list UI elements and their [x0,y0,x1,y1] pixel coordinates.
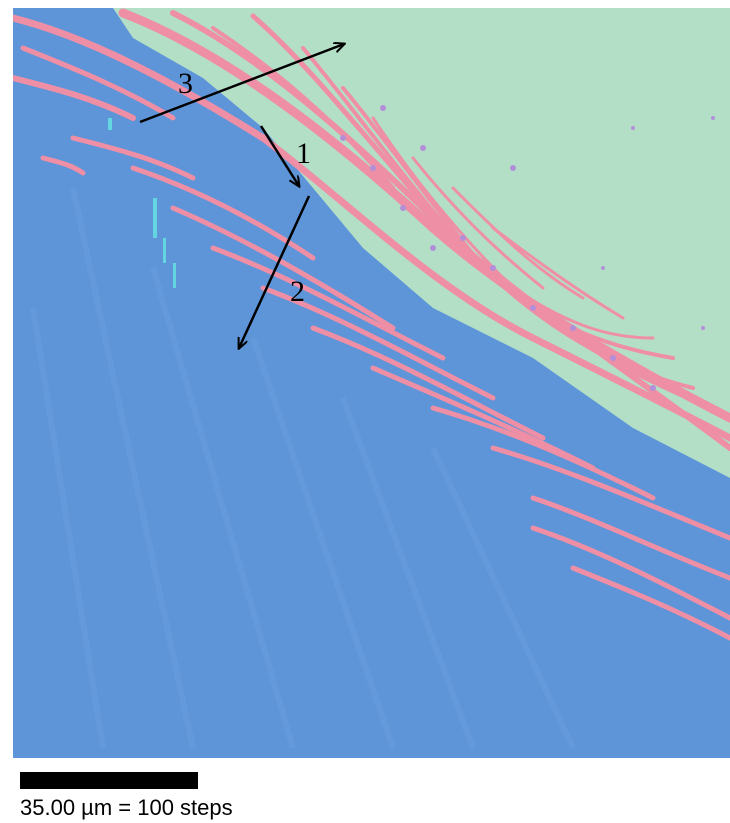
map-svg: 1 2 3 [13,8,730,758]
arrow-3-label: 3 [178,67,193,100]
ebsd-orientation-map: 1 2 3 [13,8,730,758]
arrow-2-label: 2 [290,275,305,308]
scale-bar-label: 35.00 µm = 100 steps [20,795,233,821]
arrow-1-label: 1 [296,137,311,170]
scale-bar [20,772,198,789]
